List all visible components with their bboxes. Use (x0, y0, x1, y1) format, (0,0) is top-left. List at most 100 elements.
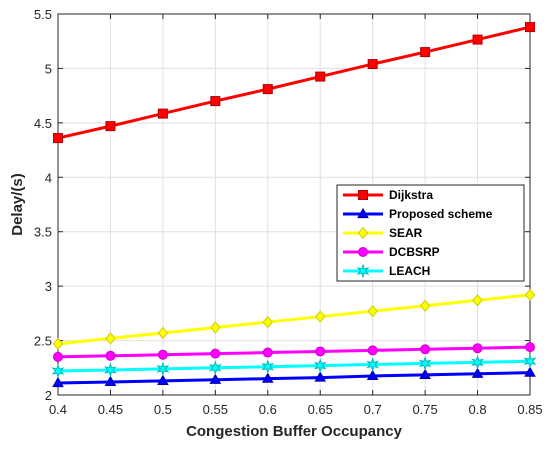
data-point (471, 367, 484, 378)
data-point (367, 304, 378, 318)
data-point (261, 372, 274, 383)
data-point (210, 348, 221, 359)
data-point (472, 343, 483, 354)
data-point (208, 360, 222, 376)
legend-item: LEACH (343, 263, 430, 279)
x-tick-label: 0.75 (412, 402, 437, 417)
data-point (105, 332, 116, 345)
data-point (366, 369, 379, 381)
x-tick-label: 0.8 (469, 402, 487, 417)
data-point (367, 59, 378, 70)
data-point (157, 108, 168, 119)
data-point (366, 357, 380, 372)
data-point (105, 121, 116, 132)
data-point (210, 321, 221, 334)
data-point (357, 226, 369, 240)
data-point (472, 34, 483, 45)
series-line (57, 25, 531, 140)
legend-item: DCBSRP (343, 245, 440, 259)
data-point (104, 362, 117, 378)
y-axis-label: Delay/(s) (9, 173, 26, 236)
legend-label: Proposed scheme (389, 207, 493, 221)
legend-label: Dijkstra (389, 188, 433, 202)
series-line (57, 371, 531, 385)
series-sear (52, 288, 536, 351)
series-proposed-scheme (52, 366, 536, 388)
legend-item: Dijkstra (343, 188, 433, 202)
data-point (314, 371, 327, 382)
x-tick-label: 0.5 (154, 402, 172, 417)
y-tick-label: 3 (45, 279, 52, 294)
data-point (209, 373, 222, 384)
data-point (156, 361, 170, 377)
data-point (357, 207, 369, 219)
data-point (525, 22, 535, 33)
series-line (57, 345, 531, 359)
data-point (105, 350, 116, 361)
data-point (262, 315, 273, 329)
legend: Dijkstra Proposed scheme SEAR DCBSRP LEACH (336, 184, 525, 282)
data-point (210, 96, 221, 107)
data-point (358, 247, 368, 257)
data-point (523, 353, 537, 369)
y-tick-label: 3.5 (34, 225, 52, 240)
x-tick-label: 0.85 (517, 402, 542, 417)
data-point (524, 366, 536, 377)
data-point (262, 84, 273, 95)
legend-label: LEACH (389, 264, 430, 278)
x-tick-label: 0.65 (308, 402, 333, 417)
y-tick-label: 5 (45, 61, 52, 76)
data-point (471, 354, 484, 370)
data-point (315, 71, 326, 82)
plot-area (57, 13, 531, 396)
data-point (262, 347, 273, 358)
legend-label: SEAR (389, 226, 423, 240)
series-leach (51, 353, 537, 379)
data-point (157, 374, 169, 385)
data-point (420, 344, 431, 355)
data-point (315, 346, 326, 357)
x-tick-label: 0.4 (49, 402, 67, 417)
data-point (157, 349, 168, 360)
data-point (358, 190, 368, 200)
series-line (57, 359, 531, 373)
y-tick-label: 4 (45, 170, 52, 185)
data-point (52, 337, 64, 351)
y-tick-label: 2.5 (34, 334, 52, 349)
data-point (525, 342, 535, 353)
x-tick-label: 0.55 (203, 402, 228, 417)
data-point (52, 376, 64, 388)
legend-label: DCBSRP (389, 245, 440, 259)
data-point (418, 356, 432, 371)
data-point (356, 263, 370, 279)
data-point (367, 345, 378, 356)
data-point (419, 299, 431, 312)
x-tick-label: 0.6 (259, 402, 277, 417)
y-tick-label: 2 (45, 388, 52, 403)
data-point (104, 375, 117, 387)
data-point (53, 133, 63, 144)
x-tick-label: 0.45 (98, 402, 123, 417)
y-tick-label: 4.5 (34, 116, 52, 131)
data-point (51, 363, 65, 379)
series-group (51, 22, 537, 388)
legend-item: SEAR (343, 226, 423, 240)
data-point (53, 351, 63, 362)
data-point (524, 288, 536, 302)
legend-item: Proposed scheme (343, 207, 493, 221)
x-tick-label: 0.7 (364, 402, 382, 417)
series-dcbsrp (53, 342, 535, 362)
data-point (157, 326, 169, 340)
axis-ticks: 0.4 0.45 0.5 0.55 0.6 0.65 0.7 0.75 0.8 0.85 2 2.5 3… (34, 7, 543, 417)
data-point (420, 47, 431, 58)
data-point (315, 310, 326, 323)
data-point (419, 368, 431, 379)
series-line (57, 293, 531, 346)
data-point (313, 358, 327, 374)
y-tick-label: 5.5 (34, 7, 52, 22)
x-axis-label: Congestion Buffer Occupancy (186, 423, 403, 440)
data-point (261, 359, 275, 375)
series-dijkstra (53, 22, 535, 144)
data-point (472, 294, 483, 307)
